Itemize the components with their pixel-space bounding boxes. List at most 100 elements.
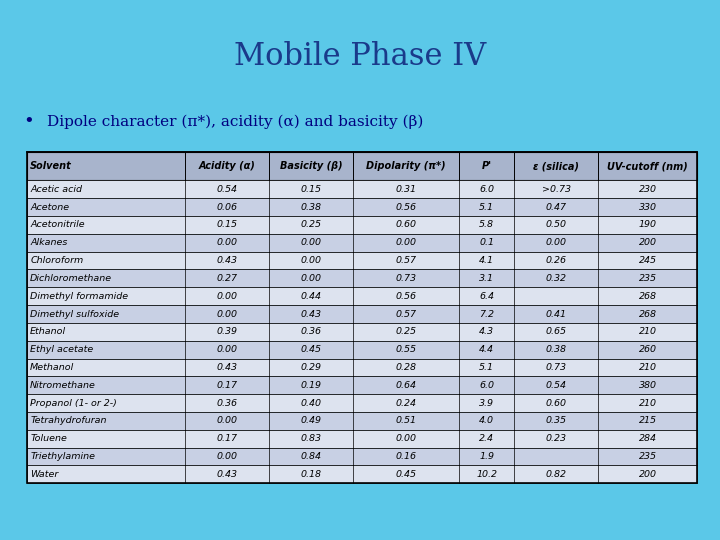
Bar <box>27 305 697 323</box>
Text: Nitromethane: Nitromethane <box>30 381 96 390</box>
Text: 0.19: 0.19 <box>300 381 321 390</box>
Text: Propanol (1- or 2-): Propanol (1- or 2-) <box>30 399 117 408</box>
Text: 0.54: 0.54 <box>216 185 238 194</box>
Bar <box>27 430 697 448</box>
Text: 0.1: 0.1 <box>479 238 494 247</box>
Text: 210: 210 <box>639 327 657 336</box>
Text: 0.00: 0.00 <box>395 238 417 247</box>
Text: 6.0: 6.0 <box>479 381 494 390</box>
Bar <box>27 198 697 216</box>
Text: 0.73: 0.73 <box>546 363 567 372</box>
Text: Ethyl acetate: Ethyl acetate <box>30 345 94 354</box>
Text: 235: 235 <box>639 274 657 283</box>
Text: 0.25: 0.25 <box>395 327 417 336</box>
Text: 0.17: 0.17 <box>216 434 238 443</box>
Text: 268: 268 <box>639 309 657 319</box>
Text: 0.49: 0.49 <box>300 416 321 426</box>
Text: Dimethyl formamide: Dimethyl formamide <box>30 292 128 301</box>
Text: 0.54: 0.54 <box>546 381 567 390</box>
Text: 0.17: 0.17 <box>216 381 238 390</box>
Text: 5.1: 5.1 <box>479 363 494 372</box>
Text: 0.73: 0.73 <box>395 274 417 283</box>
Text: 0.25: 0.25 <box>300 220 321 230</box>
Text: 260: 260 <box>639 345 657 354</box>
Text: Dimethyl sulfoxide: Dimethyl sulfoxide <box>30 309 120 319</box>
Text: >0.73: >0.73 <box>541 185 570 194</box>
Text: 268: 268 <box>639 292 657 301</box>
Text: Tetrahydrofuran: Tetrahydrofuran <box>30 416 107 426</box>
Bar <box>27 287 697 305</box>
Text: 0.38: 0.38 <box>546 345 567 354</box>
Text: 0.57: 0.57 <box>395 309 417 319</box>
Text: Acidity (α): Acidity (α) <box>198 161 255 171</box>
Text: 0.82: 0.82 <box>546 470 567 479</box>
Bar <box>27 465 697 483</box>
Text: 245: 245 <box>639 256 657 265</box>
Text: 0.29: 0.29 <box>300 363 321 372</box>
Text: Methanol: Methanol <box>30 363 74 372</box>
Bar <box>27 234 697 252</box>
Text: UV-cutoff (nm): UV-cutoff (nm) <box>607 161 688 171</box>
Text: 0.43: 0.43 <box>216 256 238 265</box>
Text: Dipole character (π*), acidity (α) and basicity (β): Dipole character (π*), acidity (α) and b… <box>47 114 423 129</box>
Text: 210: 210 <box>639 363 657 372</box>
Text: Dipolarity (π*): Dipolarity (π*) <box>366 161 446 171</box>
Bar <box>27 341 697 359</box>
Bar <box>27 394 697 412</box>
Text: Ethanol: Ethanol <box>30 327 66 336</box>
Text: 4.4: 4.4 <box>479 345 494 354</box>
Text: Dichloromethane: Dichloromethane <box>30 274 112 283</box>
Text: ε (silica): ε (silica) <box>533 161 579 171</box>
Text: 0.24: 0.24 <box>395 399 417 408</box>
Text: 0.00: 0.00 <box>216 452 238 461</box>
Text: 0.00: 0.00 <box>300 256 321 265</box>
Text: 200: 200 <box>639 470 657 479</box>
Text: Alkanes: Alkanes <box>30 238 68 247</box>
Text: 284: 284 <box>639 434 657 443</box>
Text: 190: 190 <box>639 220 657 230</box>
Text: 3.9: 3.9 <box>479 399 494 408</box>
Text: 0.60: 0.60 <box>546 399 567 408</box>
Text: 0.38: 0.38 <box>300 202 321 212</box>
Text: Chloroform: Chloroform <box>30 256 84 265</box>
Text: 4.0: 4.0 <box>479 416 494 426</box>
Bar <box>27 269 697 287</box>
Bar <box>27 180 697 198</box>
Text: 0.56: 0.56 <box>395 292 417 301</box>
Bar <box>27 252 697 269</box>
Text: 0.00: 0.00 <box>216 309 238 319</box>
Text: 6.0: 6.0 <box>479 185 494 194</box>
Text: 3.1: 3.1 <box>479 274 494 283</box>
Bar <box>27 152 697 483</box>
Text: 0.00: 0.00 <box>216 345 238 354</box>
Text: 230: 230 <box>639 185 657 194</box>
Bar <box>27 448 697 465</box>
Text: 0.65: 0.65 <box>546 327 567 336</box>
Text: 200: 200 <box>639 238 657 247</box>
Text: 0.16: 0.16 <box>395 452 417 461</box>
Text: •: • <box>23 112 34 131</box>
Text: 0.36: 0.36 <box>300 327 321 336</box>
Text: 0.51: 0.51 <box>395 416 417 426</box>
Text: 0.41: 0.41 <box>546 309 567 319</box>
Text: 5.8: 5.8 <box>479 220 494 230</box>
Text: 380: 380 <box>639 381 657 390</box>
Text: 210: 210 <box>639 399 657 408</box>
Text: 0.31: 0.31 <box>395 185 417 194</box>
Text: 4.1: 4.1 <box>479 256 494 265</box>
Text: Toluene: Toluene <box>30 434 67 443</box>
Text: 0.00: 0.00 <box>216 238 238 247</box>
Text: 0.43: 0.43 <box>300 309 321 319</box>
Text: 0.00: 0.00 <box>300 238 321 247</box>
Text: 6.4: 6.4 <box>479 292 494 301</box>
Text: 1.9: 1.9 <box>479 452 494 461</box>
Text: 0.60: 0.60 <box>395 220 417 230</box>
Text: Mobile Phase IV: Mobile Phase IV <box>234 41 486 72</box>
Bar <box>27 359 697 376</box>
Text: 0.55: 0.55 <box>395 345 417 354</box>
Bar <box>27 323 697 341</box>
Text: 0.06: 0.06 <box>216 202 238 212</box>
Text: Triethylamine: Triethylamine <box>30 452 95 461</box>
Text: 0.39: 0.39 <box>216 327 238 336</box>
Text: 0.43: 0.43 <box>216 470 238 479</box>
